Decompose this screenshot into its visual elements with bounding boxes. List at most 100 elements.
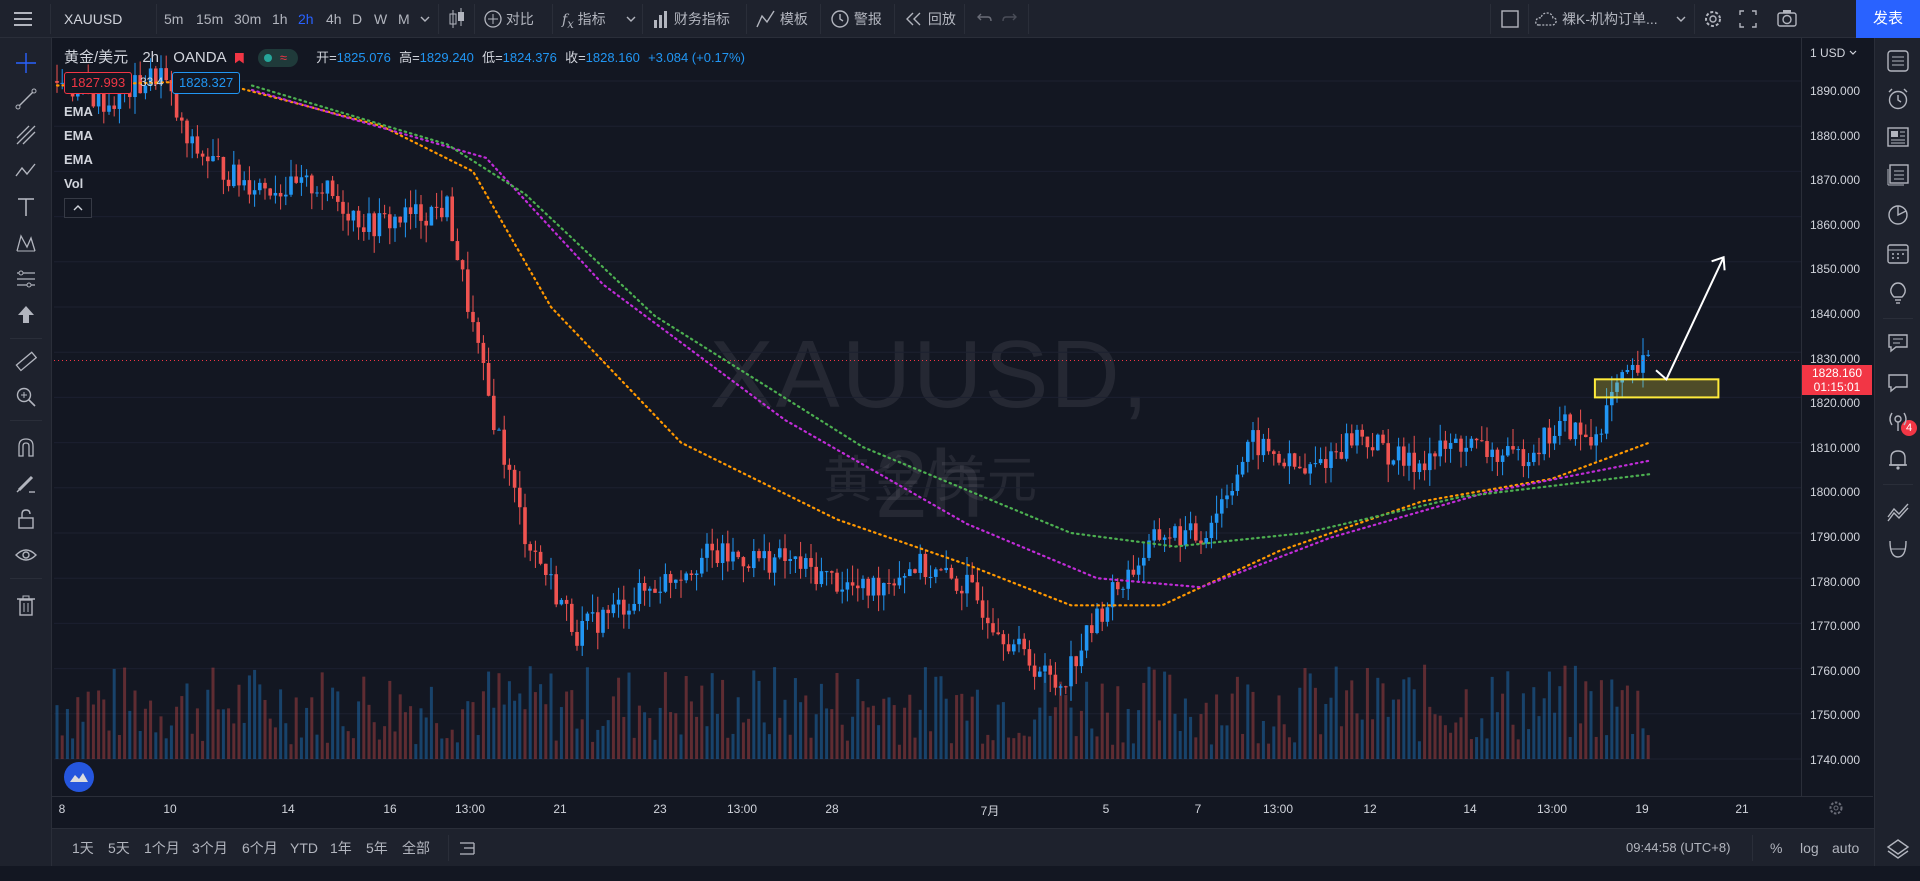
ideas-lightbulb-icon[interactable] bbox=[1883, 278, 1913, 308]
interval-d[interactable]: D bbox=[352, 11, 363, 27]
eye-icon[interactable] bbox=[11, 540, 41, 570]
price-scale[interactable] bbox=[1801, 38, 1873, 796]
candle bbox=[544, 563, 548, 575]
sell-price[interactable]: 1827.993 bbox=[64, 72, 133, 94]
chevron-down-icon[interactable] bbox=[626, 0, 636, 38]
range-5d[interactable]: 5天 bbox=[108, 840, 130, 856]
magnet-icon[interactable] bbox=[11, 432, 41, 462]
volume-bar bbox=[1501, 693, 1505, 759]
layout-name[interactable]: 裸K-机构订单... bbox=[1562, 11, 1658, 27]
range-1d[interactable]: 1天 bbox=[72, 840, 94, 856]
financials-button[interactable]: 财务指标 bbox=[652, 0, 730, 38]
undo-icon[interactable] bbox=[974, 0, 992, 38]
open-label: 开= bbox=[316, 50, 337, 65]
hotlist-icon[interactable] bbox=[1883, 200, 1913, 230]
candle bbox=[1433, 453, 1437, 457]
hamburger-icon[interactable] bbox=[14, 0, 34, 38]
range-6m[interactable]: 6个月 bbox=[242, 840, 278, 856]
percent-toggle[interactable]: % bbox=[1770, 840, 1783, 856]
candle bbox=[1048, 665, 1052, 675]
messages-icon[interactable] bbox=[1883, 368, 1913, 398]
range-1m[interactable]: 1个月 bbox=[144, 840, 180, 856]
range-all[interactable]: 全部 bbox=[402, 840, 430, 856]
price-chart[interactable] bbox=[54, 38, 1801, 796]
tradingview-logo-icon[interactable] bbox=[64, 762, 94, 792]
buy-price[interactable]: 1828.327 bbox=[172, 72, 241, 94]
auto-toggle[interactable]: auto bbox=[1832, 840, 1860, 856]
layout-cloud-icon[interactable] bbox=[1534, 0, 1558, 38]
ruler-icon[interactable] bbox=[11, 346, 41, 376]
prediction-icon[interactable] bbox=[11, 264, 41, 294]
range-1y[interactable]: 1年 bbox=[330, 840, 352, 856]
draw-mode-lock-icon[interactable] bbox=[11, 468, 41, 498]
templates-button[interactable]: 模板 bbox=[756, 0, 808, 38]
zoom-in-icon[interactable] bbox=[11, 382, 41, 412]
interval-m[interactable]: M bbox=[398, 11, 410, 27]
lock-icon[interactable] bbox=[11, 504, 41, 534]
volume-bar bbox=[965, 720, 969, 759]
indicator-ema-3[interactable]: EMA bbox=[64, 152, 93, 167]
pattern-icon[interactable] bbox=[11, 156, 41, 186]
text-tool-icon[interactable] bbox=[11, 192, 41, 222]
data-window-icon[interactable] bbox=[1883, 160, 1913, 190]
indicators-button[interactable]: fx 指标 bbox=[562, 0, 606, 38]
settings-gear-icon[interactable] bbox=[1702, 0, 1724, 38]
news-icon[interactable] bbox=[1883, 122, 1913, 152]
chat-icon[interactable] bbox=[1883, 328, 1913, 358]
currency-label[interactable]: 1 USD bbox=[1810, 46, 1857, 60]
interval-30m[interactable]: 30m bbox=[234, 11, 262, 27]
time-scale[interactable] bbox=[52, 796, 1873, 828]
candle bbox=[1485, 441, 1489, 457]
calendar-icon[interactable] bbox=[1883, 238, 1913, 268]
log-toggle[interactable]: log bbox=[1800, 840, 1819, 856]
replay-button[interactable]: 回放 bbox=[904, 0, 956, 38]
dom-icon[interactable] bbox=[1883, 534, 1913, 564]
arrow-up-icon[interactable] bbox=[11, 300, 41, 330]
interval-5m[interactable]: 5m bbox=[164, 11, 184, 27]
flag-icon[interactable] bbox=[234, 52, 244, 64]
crosshair-icon[interactable] bbox=[11, 48, 41, 78]
compare-button[interactable]: 对比 bbox=[484, 0, 534, 38]
range-5y[interactable]: 5年 bbox=[366, 840, 388, 856]
clock-timezone[interactable]: 09:44:58 (UTC+8) bbox=[1626, 840, 1731, 855]
interval-15m[interactable]: 15m bbox=[196, 11, 224, 27]
volume-bar bbox=[71, 738, 75, 759]
range-3m[interactable]: 3个月 bbox=[192, 840, 228, 856]
candle-type-icon[interactable] bbox=[448, 0, 466, 38]
candle bbox=[486, 362, 491, 396]
candle bbox=[1563, 414, 1567, 421]
price-tick-label: 1740.000 bbox=[1810, 753, 1861, 767]
streams-icon[interactable] bbox=[1883, 406, 1913, 436]
interval-4h[interactable]: 4h bbox=[326, 11, 342, 27]
fib-pitchfork-icon[interactable] bbox=[11, 120, 41, 150]
chart-settings-icon[interactable] bbox=[1828, 800, 1844, 819]
collapse-legend-button[interactable] bbox=[64, 198, 92, 218]
interval-w[interactable]: W bbox=[374, 11, 388, 27]
fullscreen-icon[interactable] bbox=[1738, 0, 1758, 38]
redo-icon[interactable] bbox=[1002, 0, 1020, 38]
indicator-vol[interactable]: Vol bbox=[64, 176, 84, 191]
chevron-down-icon[interactable] bbox=[1676, 0, 1686, 38]
indicator-ema-2[interactable]: EMA bbox=[64, 128, 93, 143]
trendline-icon[interactable] bbox=[11, 84, 41, 114]
candle bbox=[1017, 638, 1021, 645]
watchlist-icon[interactable] bbox=[1883, 46, 1913, 76]
camera-icon[interactable] bbox=[1776, 0, 1798, 38]
market-status-icon[interactable]: ≈ bbox=[257, 49, 298, 68]
layout-square-icon[interactable] bbox=[1500, 0, 1520, 38]
trading-panel-icon[interactable] bbox=[1883, 496, 1913, 526]
chevron-down-icon[interactable] bbox=[420, 0, 430, 38]
notifications-bell-icon[interactable] bbox=[1883, 444, 1913, 474]
interval-2h[interactable]: 2h bbox=[298, 11, 314, 27]
publish-button[interactable]: 发表 bbox=[1856, 0, 1920, 38]
alert-button[interactable]: 警报 bbox=[830, 0, 882, 38]
symbol-search[interactable]: XAUUSD bbox=[64, 11, 123, 27]
layers-icon[interactable] bbox=[1883, 834, 1913, 864]
alarm-clock-icon[interactable] bbox=[1883, 84, 1913, 114]
range-ytd[interactable]: YTD bbox=[290, 840, 318, 856]
goto-date-icon[interactable] bbox=[458, 829, 478, 867]
trash-icon[interactable] bbox=[11, 590, 41, 620]
xabcd-pattern-icon[interactable] bbox=[11, 228, 41, 258]
interval-1h[interactable]: 1h bbox=[272, 11, 288, 27]
indicator-ema-1[interactable]: EMA bbox=[64, 104, 93, 119]
